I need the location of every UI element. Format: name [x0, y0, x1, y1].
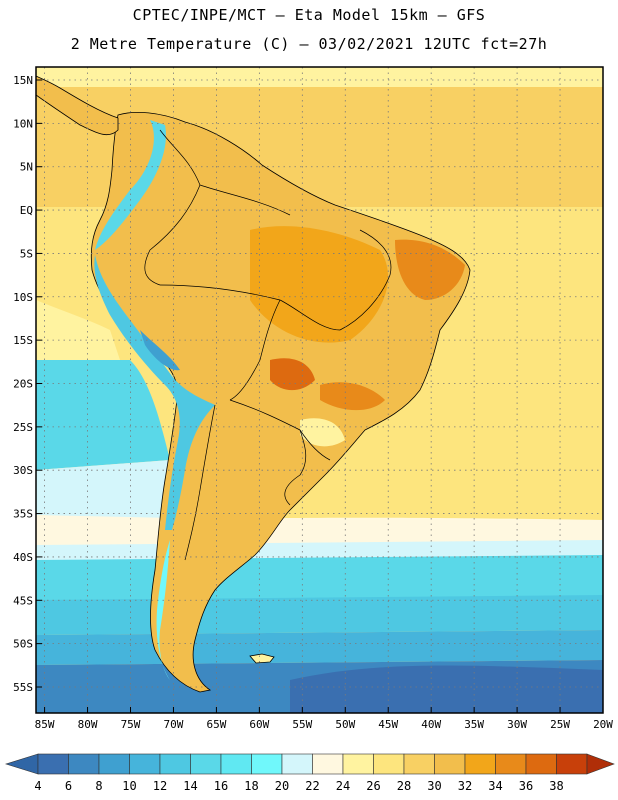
- south-band-14: [36, 555, 603, 600]
- colorbar-label: 24: [336, 779, 350, 793]
- latitude-labels: 15N 10N 5N EQ 5S 10S 15S 20S 25S 30S 35S 40S 45S 50S 5…: [13, 74, 42, 694]
- colorbar-swatch: [434, 753, 466, 775]
- southeast-hot: [320, 382, 385, 411]
- pacific-cold-band: [36, 460, 170, 520]
- colorbar-swatch: [37, 753, 69, 775]
- lat-tick-label: 30S: [13, 464, 33, 477]
- south-band-4: [290, 665, 603, 713]
- lat-tick-label: 20S: [13, 377, 33, 390]
- country-borders: [144, 129, 392, 561]
- lon-tick-label: 80W: [78, 718, 98, 731]
- lon-tick-label: 50W: [335, 718, 355, 731]
- pacific-mild: [36, 300, 120, 360]
- colorbar-label: 10: [122, 779, 136, 793]
- lat-tick-label: 5S: [20, 247, 33, 260]
- colorbar-label: 34: [488, 779, 502, 793]
- central-america: [36, 75, 119, 136]
- colorbar-label: 28: [397, 779, 411, 793]
- colorbar-label: 14: [183, 779, 197, 793]
- map-title: CPTEC/INPE/MCT – Eta Model 15km – GFS: [132, 6, 486, 24]
- andes-south: [156, 540, 170, 680]
- colorbar-swatch: [342, 753, 374, 775]
- colorbar-label: 16: [214, 779, 228, 793]
- south-band-12: [36, 595, 603, 635]
- lat-tick-label: 15N: [13, 74, 33, 87]
- falkland-islands: [249, 653, 275, 664]
- lon-tick-label: 20W: [593, 718, 613, 731]
- ocean-top-band: [36, 67, 603, 87]
- south-mild: [300, 418, 345, 447]
- colorbar-swatch: [98, 753, 130, 775]
- graticule: [36, 67, 604, 713]
- lon-tick-label: 70W: [164, 718, 184, 731]
- colorbar-under-arrow: [4, 753, 39, 775]
- lat-tick-label: 40S: [13, 551, 33, 564]
- south-band-10: [36, 630, 603, 665]
- lat-tick-label: 25S: [13, 421, 33, 434]
- lat-tick-label: EQ: [20, 204, 33, 217]
- lon-tick-label: 45W: [378, 718, 398, 731]
- pacific-cool: [36, 360, 170, 470]
- lon-tick-label: 75W: [121, 718, 141, 731]
- colorbar-label: 20: [275, 779, 289, 793]
- colorbar-swatch: [281, 753, 313, 775]
- colorbar-over-arrow: [586, 753, 615, 775]
- colorbar-swatch: [68, 753, 100, 775]
- lat-tick-label: 45S: [13, 594, 33, 607]
- lon-tick-label: 85W: [35, 718, 55, 731]
- map-frame: [35, 66, 604, 714]
- colorbar-swatch: [495, 753, 527, 775]
- colorbar-swatch: [159, 753, 191, 775]
- lon-tick-label: 65W: [206, 718, 226, 731]
- colorbar-label: 38: [549, 779, 563, 793]
- lon-tick-label: 40W: [421, 718, 441, 731]
- colorbar-label: 30: [427, 779, 441, 793]
- colorbar-swatch: [464, 753, 496, 775]
- lat-tick-label: 15S: [13, 334, 33, 347]
- lat-tick-label: 10N: [13, 117, 33, 130]
- colorbar-swatch: [129, 753, 161, 775]
- colorbar-label: 6: [65, 779, 72, 793]
- map-subtitle: 2 Metre Temperature (C) – 03/02/2021 12U…: [70, 35, 548, 53]
- pantanal-hot: [270, 358, 315, 391]
- lat-tick-label: 5N: [20, 161, 33, 174]
- interior-warm-1: [250, 226, 389, 343]
- lon-tick-label: 55W: [292, 718, 312, 731]
- andes-central: [94, 255, 215, 530]
- south-band-22: [36, 515, 603, 545]
- northeast-hot: [395, 239, 465, 300]
- lat-tick-label: 10S: [13, 291, 33, 304]
- colorbar: 4 6 8 10 12 14 16 18 20 22 24 26 28 30 32 34 36 38: [4, 753, 615, 793]
- colorbar-label: 22: [305, 779, 319, 793]
- lon-tick-label: 35W: [464, 718, 484, 731]
- altiplano-cold: [140, 330, 180, 371]
- map-field: [36, 67, 603, 713]
- colorbar-swatch: [373, 753, 405, 775]
- temperature-map: 15N 10N 5N EQ 5S 10S 15S 20S 25S 30S 35S 40S 45S 50S 5…: [13, 66, 613, 731]
- lat-tick-label: 50S: [13, 638, 33, 651]
- longitude-labels: 85W 80W 75W 70W 65W 60W 55W 50W 45W 40W 35W 30W 25W 2…: [35, 707, 613, 731]
- lon-tick-label: 30W: [507, 718, 527, 731]
- andes-north: [95, 120, 166, 250]
- colorbar-label: 26: [366, 779, 380, 793]
- colorbar-label: 8: [95, 779, 102, 793]
- colorbar-swatch: [403, 753, 435, 775]
- lat-tick-label: 35S: [13, 508, 33, 521]
- colorbar-label: 36: [519, 779, 533, 793]
- lon-tick-label: 60W: [249, 718, 269, 731]
- colorbar-swatch: [312, 753, 344, 775]
- colorbar-label: 32: [458, 779, 472, 793]
- colorbar-label: 4: [34, 779, 41, 793]
- colorbar-swatch: [251, 753, 283, 775]
- colorbar-swatch: [220, 753, 252, 775]
- colorbar-label: 18: [244, 779, 258, 793]
- colorbar-label: 12: [153, 779, 167, 793]
- lon-tick-label: 25W: [550, 718, 570, 731]
- lat-tick-label: 55S: [13, 681, 33, 694]
- colorbar-swatch: [190, 753, 222, 775]
- colorbar-swatch: [556, 753, 588, 775]
- colorbar-swatch: [525, 753, 557, 775]
